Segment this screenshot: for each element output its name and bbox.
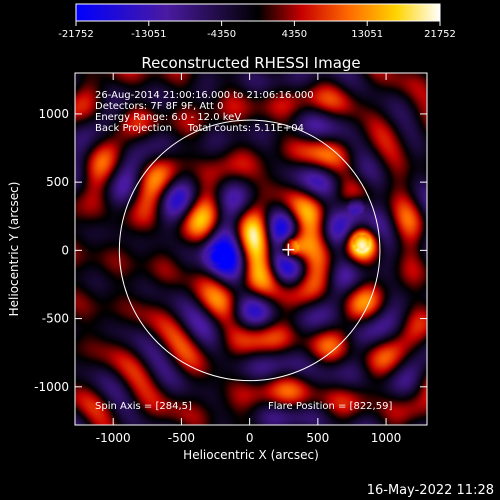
colorbar-tick-label: 13051 [351, 29, 383, 40]
colorbar-tick-label: 21752 [424, 29, 456, 40]
colorbar-tick-label: -13051 [131, 29, 166, 40]
y-tick-label: -1000 [34, 380, 69, 394]
y-tick-label: 1000 [38, 107, 69, 121]
plot-frame [74, 72, 428, 426]
annotation-energy-range: Energy Range: 6.0 - 12.0 keV [95, 112, 241, 123]
annotation-method-counts: Back Projection Total counts: 5.11E+04 [95, 123, 304, 134]
y-tick-label: -500 [42, 312, 69, 326]
x-tick-label: -500 [168, 431, 195, 445]
colorbar-tick-label: 4350 [282, 29, 307, 40]
footer-timestamp: 16-May-2022 11:28 [367, 483, 494, 498]
flare-position-label: Flare Position = [822,59] [268, 401, 392, 412]
axis-ticks: -1000 -500 0 500 1000 -1000 -500 0 500 1000 [34, 73, 427, 445]
x-tick-label: 1000 [371, 431, 402, 445]
colorbar-ticks: -21752 -13051 -4350 4350 13051 21752 [58, 21, 456, 40]
spin-axis-label: Spin Axis = [284,5] [95, 401, 192, 412]
y-axis-label: Heliocentric Y (arcsec) [7, 182, 21, 317]
x-tick-label: -1000 [96, 431, 131, 445]
x-axis-label: Heliocentric X (arcsec) [183, 448, 319, 462]
y-tick-label: 0 [61, 243, 69, 257]
colorbar-tick-label: -4350 [207, 29, 236, 40]
rhessi-heatmap [75, 73, 427, 425]
x-tick-label: 0 [246, 431, 254, 445]
colorbar [75, 3, 441, 22]
x-tick-label: 500 [306, 431, 329, 445]
annotation-detectors: Detectors: 7F 8F 9F, Att 0 [95, 101, 223, 112]
chart-title: Reconstructed RHESSI Image [141, 54, 360, 72]
spin-axis-marker [282, 243, 295, 256]
y-tick-label: 500 [46, 175, 69, 189]
colorbar-tick-label: -21752 [58, 29, 93, 40]
solar-limb-circle [118, 119, 381, 382]
annotation-time-range: 26-Aug-2014 21:00:16.000 to 21:06:16.000 [95, 90, 314, 101]
